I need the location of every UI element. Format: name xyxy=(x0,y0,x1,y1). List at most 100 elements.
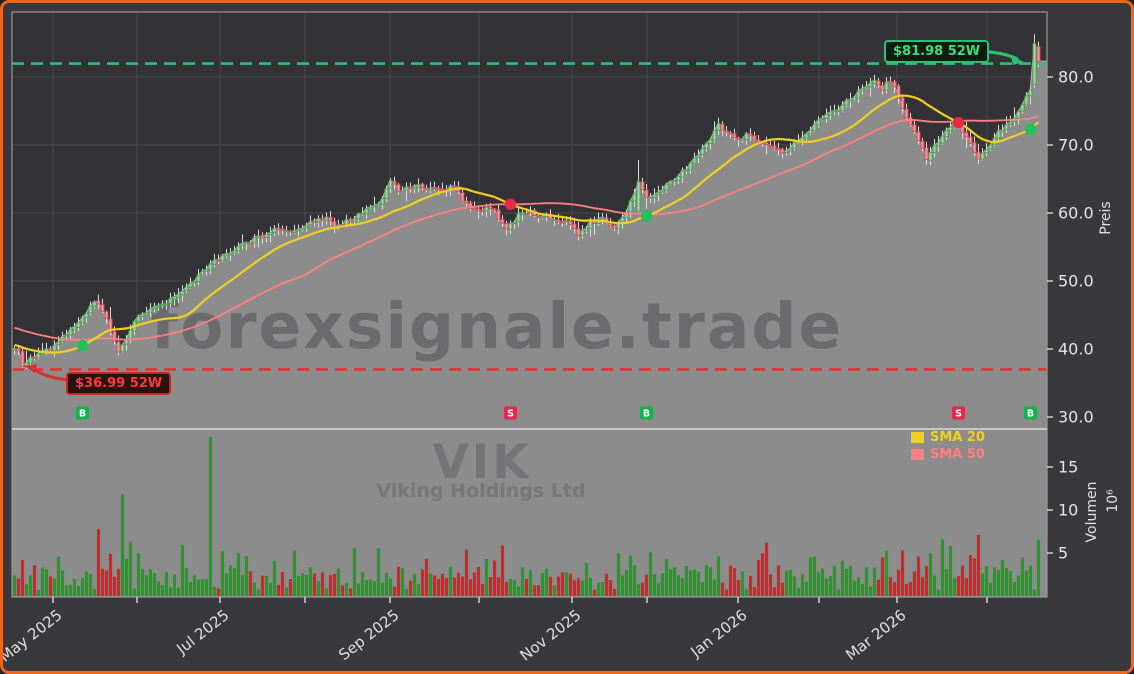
price-tick-label: 60.0 xyxy=(1058,204,1094,223)
volume-bar xyxy=(156,581,161,596)
volume-bar xyxy=(916,556,921,596)
volume-bar xyxy=(320,572,325,596)
candle-body xyxy=(296,229,301,232)
volume-bar xyxy=(740,571,745,596)
candle-body xyxy=(808,129,813,135)
candle-body xyxy=(744,133,749,141)
volume-bar xyxy=(568,573,573,596)
volume-bar xyxy=(344,582,349,596)
candle-body xyxy=(472,207,477,210)
candle-body xyxy=(52,344,57,352)
volume-bar xyxy=(900,550,905,596)
volume-bar xyxy=(704,565,709,596)
volume-bar xyxy=(688,570,693,596)
high-52w-label: $81.98 52W xyxy=(884,40,990,63)
candle-body xyxy=(864,86,869,89)
volume-bar xyxy=(348,588,353,596)
candle-body xyxy=(460,192,465,202)
candle-body xyxy=(1024,95,1029,105)
volume-bar xyxy=(1012,582,1017,596)
volume-bar xyxy=(940,539,945,596)
volume-bar xyxy=(132,588,137,596)
candle-body xyxy=(900,97,905,109)
candle-body xyxy=(248,242,253,245)
volume-bar xyxy=(936,589,941,596)
volume-bar xyxy=(168,587,173,596)
volume-bar xyxy=(716,556,721,596)
candle-body xyxy=(80,317,85,323)
price-tick-label: 30.0 xyxy=(1058,408,1094,427)
volume-bar xyxy=(484,559,489,596)
candle-body xyxy=(244,242,249,245)
candle-body xyxy=(600,216,605,219)
volume-bar xyxy=(524,578,529,596)
candle-body xyxy=(612,224,617,229)
volume-bar xyxy=(632,565,637,596)
candle-body xyxy=(816,119,821,126)
candle-body xyxy=(484,206,489,212)
volume-bar xyxy=(24,584,29,596)
volume-bar xyxy=(856,577,861,596)
volume-bar xyxy=(12,575,17,596)
candle-body xyxy=(100,304,105,312)
candle-body xyxy=(884,81,889,91)
volume-bar xyxy=(616,553,621,596)
candle-body xyxy=(1000,129,1005,133)
candle-body xyxy=(944,129,949,138)
volume-bar xyxy=(496,577,501,596)
volume-bar xyxy=(396,566,401,596)
candle-body xyxy=(964,132,969,138)
candle-body xyxy=(168,297,173,304)
legend-item-sma20: SMA 20 xyxy=(911,429,985,446)
volume-bar xyxy=(196,579,201,596)
candle-body xyxy=(212,259,217,265)
volume-bar xyxy=(308,567,313,596)
sma-layer xyxy=(14,94,1040,354)
candle-body xyxy=(68,328,73,336)
candle-body xyxy=(292,230,297,233)
signal-marker-label: S xyxy=(955,409,962,420)
volume-bar xyxy=(892,582,897,596)
signal-marker xyxy=(76,406,89,420)
volume-bar xyxy=(340,585,345,596)
volume-bar xyxy=(412,573,417,596)
volume-bar xyxy=(116,568,121,596)
candle-body xyxy=(916,131,921,142)
signal-cross-dot xyxy=(76,339,89,352)
volume-bar xyxy=(300,573,305,596)
volume-bar xyxy=(460,576,465,596)
volume-bar xyxy=(464,549,469,596)
volume-bar xyxy=(772,587,777,596)
candle-body xyxy=(388,180,393,189)
sma20-line xyxy=(14,94,1040,354)
volume-bar xyxy=(532,585,537,596)
signal-marker xyxy=(952,406,965,420)
candle-body xyxy=(636,181,641,213)
volume-bar xyxy=(736,579,741,596)
volume-bar xyxy=(972,558,977,596)
candle-body xyxy=(216,259,221,262)
candle-body xyxy=(308,221,313,226)
candle-body xyxy=(36,352,41,359)
candle-body xyxy=(764,141,769,146)
volume-bar xyxy=(608,580,613,596)
candle-body xyxy=(276,227,281,231)
volume-bar xyxy=(552,585,557,596)
signal-cross-dot xyxy=(640,210,653,222)
candle-body xyxy=(844,99,849,106)
candle-body xyxy=(1008,121,1013,125)
volume-bar xyxy=(576,578,581,596)
volume-bar xyxy=(708,567,713,596)
sma20-swatch xyxy=(911,432,924,443)
candle-body xyxy=(912,124,917,133)
volume-bar xyxy=(556,576,561,596)
volume-bar xyxy=(60,570,65,596)
candle-body xyxy=(688,162,693,171)
volume-bar xyxy=(876,579,881,596)
candle-body xyxy=(928,151,933,161)
candle-body xyxy=(700,148,705,156)
candle-body xyxy=(840,104,845,112)
candle-body xyxy=(628,200,633,213)
volume-bar xyxy=(520,567,525,596)
volume-bar xyxy=(336,568,341,596)
